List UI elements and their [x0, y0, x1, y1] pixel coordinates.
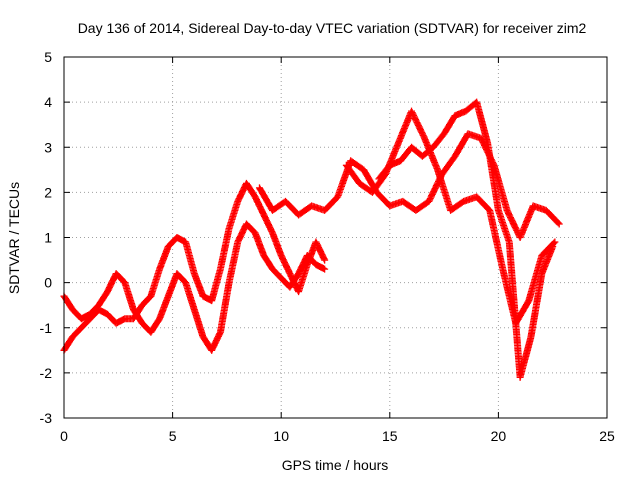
- series-trace-markers: [61, 181, 328, 353]
- plot-points: [60, 98, 563, 381]
- series-track-b: [60, 220, 329, 354]
- chart-title: Day 136 of 2014, Sidereal Day-to-day VTE…: [78, 20, 587, 36]
- x-tick-label: 0: [60, 428, 68, 444]
- y-tick-label: 0: [44, 275, 52, 291]
- y-tick-label: -3: [40, 410, 53, 426]
- series-trace-markers: [256, 130, 562, 240]
- x-tick-label: 25: [599, 428, 615, 444]
- y-tick-label: 4: [44, 94, 52, 110]
- y-tick-label: -2: [40, 365, 53, 381]
- series-trace-markers: [61, 221, 327, 353]
- x-tick-label: 20: [491, 428, 507, 444]
- x-tick-label: 10: [273, 428, 289, 444]
- y-tick-label: -1: [40, 320, 53, 336]
- series-track-c: [255, 130, 563, 241]
- y-axis-label: SDTVAR / TECUs: [6, 182, 22, 294]
- x-tick-label: 15: [382, 428, 398, 444]
- axis-ticks: [63, 56, 608, 419]
- y-tick-label: 3: [44, 139, 52, 155]
- series-track-e: [375, 98, 557, 381]
- series-trace-markers: [376, 99, 556, 380]
- y-tick-label: 5: [44, 49, 52, 65]
- y-tick-labels: -3 -2 -1 0 1 2 3 4 5: [40, 49, 53, 426]
- x-axis-label: GPS time / hours: [282, 457, 389, 473]
- y-tick-label: 2: [44, 184, 52, 200]
- x-tick-label: 5: [169, 428, 177, 444]
- x-tick-labels: 0 5 10 15 20 25: [60, 428, 615, 444]
- y-tick-label: 1: [44, 230, 52, 246]
